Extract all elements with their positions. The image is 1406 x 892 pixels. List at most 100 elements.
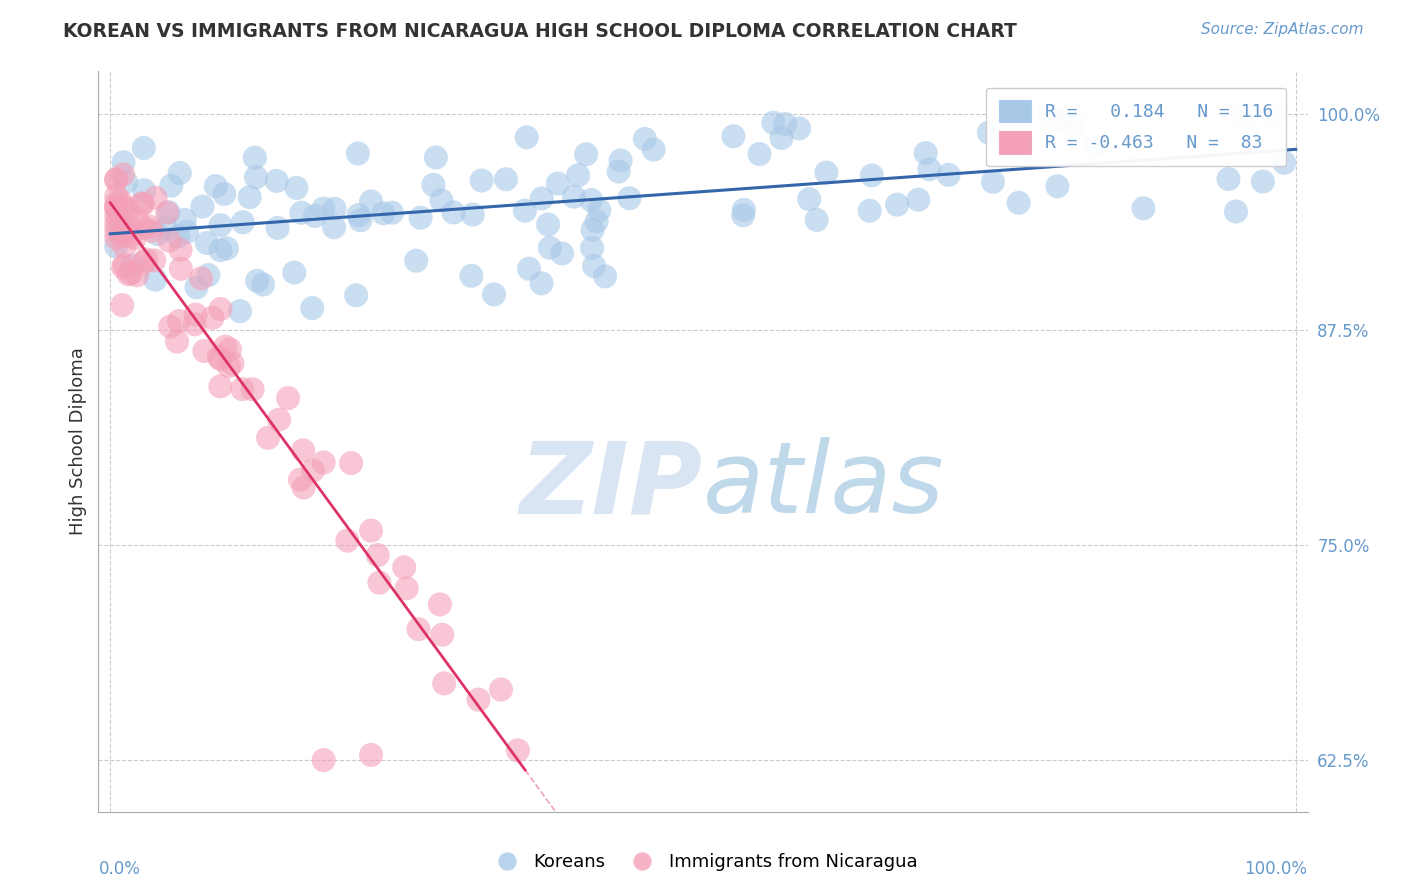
Point bbox=[981, 175, 1004, 189]
Point bbox=[1060, 120, 1083, 134]
Point bbox=[112, 240, 135, 254]
Point bbox=[482, 287, 505, 301]
Point bbox=[169, 243, 191, 257]
Point bbox=[139, 219, 162, 234]
Point bbox=[770, 131, 793, 145]
Point bbox=[195, 235, 218, 250]
Point bbox=[506, 743, 529, 757]
Point bbox=[360, 194, 382, 209]
Text: 0.0%: 0.0% bbox=[98, 860, 141, 878]
Point bbox=[243, 151, 266, 165]
Point bbox=[1046, 179, 1069, 194]
Point bbox=[395, 581, 418, 595]
Point bbox=[290, 206, 312, 220]
Point bbox=[394, 560, 416, 574]
Point bbox=[105, 196, 128, 211]
Legend: Koreans, Immigrants from Nicaragua: Koreans, Immigrants from Nicaragua bbox=[481, 847, 925, 879]
Point bbox=[583, 259, 606, 273]
Point bbox=[146, 227, 169, 242]
Point bbox=[288, 473, 311, 487]
Text: Source: ZipAtlas.com: Source: ZipAtlas.com bbox=[1201, 22, 1364, 37]
Point bbox=[588, 203, 610, 218]
Point bbox=[218, 359, 240, 373]
Point bbox=[131, 196, 153, 211]
Point bbox=[405, 253, 427, 268]
Point bbox=[112, 260, 135, 275]
Point bbox=[184, 318, 207, 332]
Point bbox=[283, 266, 305, 280]
Point bbox=[312, 202, 335, 216]
Point bbox=[1049, 114, 1071, 128]
Point bbox=[231, 382, 253, 396]
Point bbox=[425, 151, 447, 165]
Point bbox=[127, 212, 149, 227]
Point bbox=[105, 201, 128, 215]
Point bbox=[460, 268, 482, 283]
Point bbox=[186, 280, 208, 294]
Point bbox=[105, 172, 128, 186]
Point bbox=[312, 455, 335, 469]
Point bbox=[607, 164, 630, 178]
Point bbox=[167, 314, 190, 328]
Point bbox=[105, 239, 128, 253]
Point bbox=[360, 747, 382, 762]
Point bbox=[495, 172, 517, 186]
Point bbox=[977, 126, 1000, 140]
Point bbox=[443, 205, 465, 219]
Point bbox=[215, 241, 238, 255]
Point bbox=[619, 191, 641, 205]
Point bbox=[762, 116, 785, 130]
Point bbox=[1008, 195, 1031, 210]
Point bbox=[105, 217, 128, 231]
Point bbox=[530, 192, 553, 206]
Point bbox=[105, 201, 128, 215]
Point bbox=[748, 147, 770, 161]
Point bbox=[239, 190, 262, 204]
Point bbox=[132, 197, 155, 211]
Point bbox=[643, 143, 665, 157]
Point bbox=[1261, 107, 1284, 121]
Point bbox=[344, 288, 367, 302]
Point bbox=[184, 308, 207, 322]
Point bbox=[135, 252, 157, 267]
Point bbox=[118, 221, 141, 235]
Point bbox=[806, 213, 828, 227]
Point bbox=[111, 298, 134, 312]
Point bbox=[347, 146, 370, 161]
Point bbox=[517, 261, 540, 276]
Point bbox=[1232, 107, 1254, 121]
Point bbox=[176, 225, 198, 239]
Point bbox=[381, 205, 404, 219]
Point bbox=[132, 255, 155, 269]
Point bbox=[467, 692, 489, 706]
Point bbox=[110, 194, 132, 209]
Point bbox=[373, 206, 395, 220]
Point bbox=[773, 117, 796, 131]
Point bbox=[1084, 139, 1107, 153]
Legend: R =   0.184   N = 116, R = -0.463   N =  83: R = 0.184 N = 116, R = -0.463 N = 83 bbox=[986, 87, 1286, 166]
Point bbox=[108, 224, 131, 238]
Point bbox=[907, 193, 929, 207]
Point bbox=[125, 268, 148, 283]
Point bbox=[581, 223, 603, 237]
Point bbox=[209, 379, 232, 393]
Point bbox=[461, 208, 484, 222]
Point bbox=[204, 179, 226, 194]
Point bbox=[799, 192, 821, 206]
Point bbox=[581, 241, 603, 255]
Point bbox=[221, 356, 243, 370]
Point bbox=[157, 234, 180, 248]
Point bbox=[111, 229, 134, 244]
Point bbox=[245, 170, 267, 185]
Point bbox=[489, 682, 512, 697]
Point bbox=[155, 220, 177, 235]
Point bbox=[367, 548, 389, 562]
Point bbox=[209, 218, 232, 232]
Point bbox=[209, 301, 232, 316]
Point bbox=[105, 209, 128, 223]
Point bbox=[112, 258, 135, 272]
Point bbox=[336, 533, 359, 548]
Point bbox=[537, 218, 560, 232]
Point bbox=[815, 165, 838, 179]
Point bbox=[105, 172, 128, 186]
